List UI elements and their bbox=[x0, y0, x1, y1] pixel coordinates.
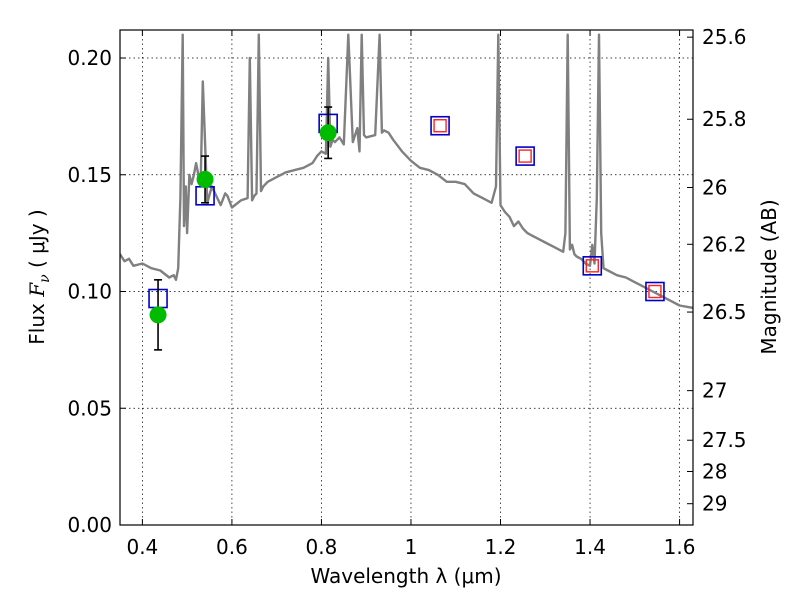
model-sed-line bbox=[120, 33, 693, 310]
model-photometry-square bbox=[430, 115, 450, 136]
y2-tick-label: 26.2 bbox=[702, 232, 747, 256]
x-axis-title: Wavelength λ (μm) bbox=[310, 564, 501, 588]
y-axis-title-prefix: Flux bbox=[25, 297, 49, 345]
y2-tick-label: 27 bbox=[702, 379, 727, 403]
observed-optical-point bbox=[319, 124, 337, 142]
x-tick-label: 0.4 bbox=[126, 535, 158, 559]
x-tick-label: 1.2 bbox=[485, 535, 517, 559]
observed-nir-square bbox=[518, 149, 532, 163]
y2-tick-label: 25.6 bbox=[702, 25, 747, 49]
y-axis-title-suffix: ( μJy ) bbox=[25, 209, 49, 274]
y2-tick-label: 29 bbox=[702, 492, 727, 516]
y-tick-label: 0.20 bbox=[67, 46, 112, 70]
y-tick-label: 0.10 bbox=[67, 280, 112, 304]
y-axis-title: Flux Fν ( μJy ) bbox=[25, 209, 53, 344]
observed-nir-square bbox=[433, 119, 447, 133]
y-tick-label: 0.05 bbox=[67, 396, 112, 420]
x-tick-label: 0.8 bbox=[306, 535, 338, 559]
observed-optical-point bbox=[196, 170, 214, 188]
y2-tick-label: 26 bbox=[702, 176, 727, 200]
y2-axis-title: Magnitude (AB) bbox=[757, 199, 781, 354]
observed-optical-point bbox=[149, 306, 167, 324]
y-tick-label: 0.00 bbox=[67, 513, 112, 537]
data-series bbox=[120, 33, 693, 351]
y-axis-title-subscript: ν bbox=[37, 274, 53, 283]
y2-tick-label: 27.5 bbox=[702, 428, 747, 452]
plot-frame bbox=[119, 29, 694, 526]
y2-tick-label: 26.5 bbox=[702, 300, 747, 324]
y-tick-label: 0.15 bbox=[67, 163, 112, 187]
x-tick-label: 1 bbox=[405, 535, 418, 559]
x-tick-label: 1.6 bbox=[664, 535, 696, 559]
model-photometry-square bbox=[515, 146, 535, 166]
observed-nir-square bbox=[648, 284, 662, 299]
model-photometry-square bbox=[582, 256, 603, 276]
axis-ticks: 0.4 0.6 0.8 1 1.2 1.4 1.6 0.00 0.05 0.10 0.15 0.20 2… bbox=[67, 25, 746, 559]
x-tick-label: 0.6 bbox=[216, 535, 248, 559]
y2-tick-label: 25.8 bbox=[702, 107, 747, 131]
grid bbox=[120, 30, 693, 525]
y2-tick-label: 28 bbox=[702, 460, 727, 484]
y-axis-title-symbol: F bbox=[25, 282, 49, 298]
observed-nir-square bbox=[585, 259, 599, 273]
model-photometry-square bbox=[645, 281, 665, 302]
x-tick-label: 1.4 bbox=[574, 535, 606, 559]
